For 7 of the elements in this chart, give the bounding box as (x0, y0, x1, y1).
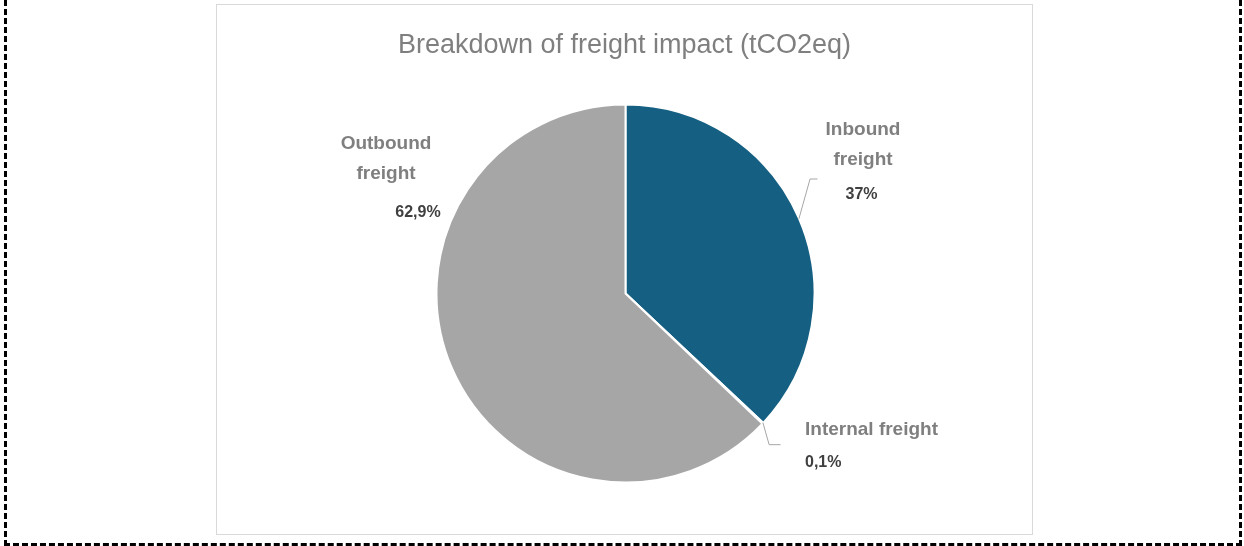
data-label: 0,1% (805, 453, 842, 471)
chart-title: Breakdown of freight impact (tCO2eq) (397, 29, 852, 60)
slice-label: Inbound freight (825, 118, 901, 170)
data-label: 37% (845, 185, 878, 203)
slice-label: Outbound freight (340, 132, 432, 184)
data-label: 62,9% (395, 203, 441, 221)
slice-label: Internal freight (805, 418, 939, 440)
